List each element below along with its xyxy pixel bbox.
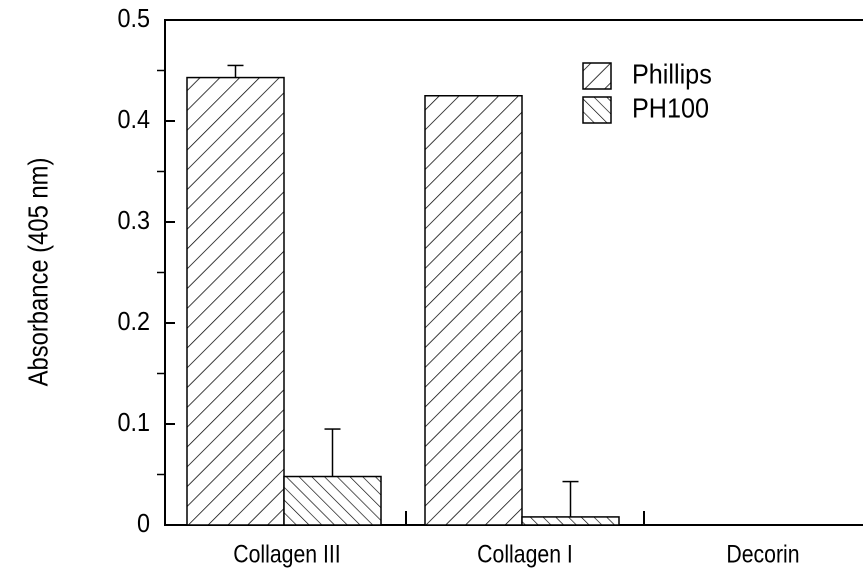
bar [283,475,382,526]
legend-label: Phillips [632,58,712,90]
legend-swatch [582,62,612,90]
y-tick-label: 0.3 [117,207,150,235]
y-tick-label: 0.4 [117,106,150,134]
x-tick-label: Decorin [726,540,799,568]
bar [424,95,523,526]
y-tick-label: 0 [137,510,150,538]
legend-label: PH100 [632,92,709,124]
bar [521,516,620,526]
x-tick-label: Collagen III [233,540,340,568]
y-tick-label: 0.1 [117,409,150,437]
legend-swatch [582,96,612,124]
bar [186,76,285,526]
y-tick-label: 0.2 [117,308,150,336]
y-tick-label: 0.5 [117,5,150,33]
y-axis-label: Absorbance (405 nm) [22,158,54,387]
x-tick-label: Collagen I [477,540,573,568]
